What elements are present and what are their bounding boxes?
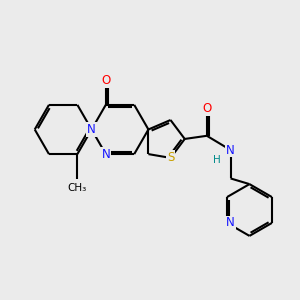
Text: N: N [101,148,110,160]
Text: H: H [213,155,221,165]
Text: S: S [167,152,174,164]
Text: N: N [87,123,96,136]
Text: N: N [226,216,235,230]
Text: CH₃: CH₃ [68,183,87,193]
Text: N: N [226,143,235,157]
Text: O: O [101,74,110,87]
Text: O: O [202,102,212,116]
